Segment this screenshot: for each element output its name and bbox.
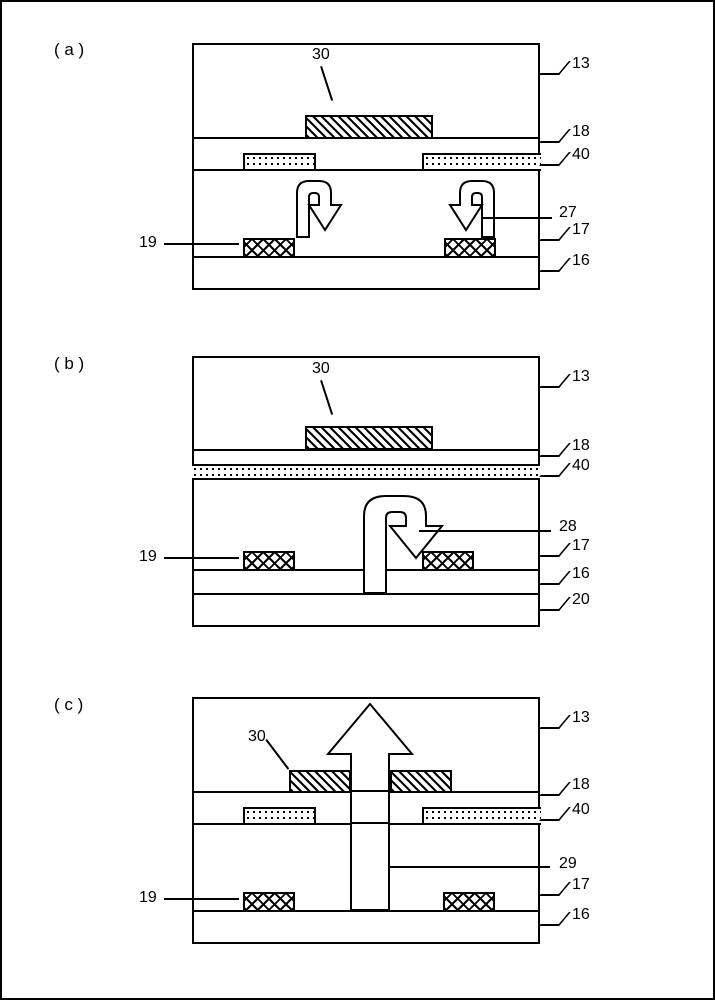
tick-17-c [539, 882, 571, 896]
label-20-b: 20 [572, 591, 590, 609]
label-28-b: 28 [559, 518, 577, 536]
tick-16-c [539, 912, 571, 926]
leader-19-a [164, 243, 239, 245]
panel-a [192, 43, 540, 290]
label-40-c: 40 [572, 801, 590, 819]
tick-18-b [539, 443, 571, 457]
tick-40-a [539, 152, 571, 166]
label-17-c: 17 [572, 876, 590, 894]
label-19-b: 19 [139, 548, 157, 566]
label-17-a: 17 [572, 221, 590, 239]
tick-16-a [539, 258, 571, 272]
label-13-b: 13 [572, 368, 590, 386]
label-18-b: 18 [572, 437, 590, 455]
label-29-c: 29 [559, 855, 577, 873]
arrow-b [194, 358, 538, 625]
subfig-label-a: ( a ) [54, 40, 84, 60]
label-30-c: 30 [248, 728, 266, 746]
panel-b [192, 356, 540, 627]
label-19-a: 19 [139, 234, 157, 252]
label-17-b: 17 [572, 537, 590, 555]
tick-13-b [539, 374, 571, 388]
panel-c [192, 697, 540, 944]
leader-19-c [164, 898, 239, 900]
tick-16-b [539, 571, 571, 585]
tick-17-a [539, 227, 571, 241]
leader-29-c [390, 866, 550, 868]
label-30-b: 30 [312, 360, 330, 378]
subfig-label-c: ( c ) [54, 695, 83, 715]
tick-17-b [539, 543, 571, 557]
label-19-c: 19 [139, 889, 157, 907]
tick-40-b [539, 463, 571, 477]
tick-13-c [539, 715, 571, 729]
leader-28-b [419, 530, 551, 532]
arrows-a [194, 45, 538, 288]
tick-18-c [539, 782, 571, 796]
arrow-c [194, 699, 538, 942]
label-40-b: 40 [572, 457, 590, 475]
label-18-c: 18 [572, 776, 590, 794]
label-30-a: 30 [312, 46, 330, 64]
figure-page: ( a ) 30 13 18 40 27 17 16 19 ( b ) [0, 0, 715, 1000]
leader-19-b [164, 557, 239, 559]
tick-13-a [539, 61, 571, 75]
label-40-a: 40 [572, 146, 590, 164]
label-16-b: 16 [572, 565, 590, 583]
leader-27-a [482, 217, 552, 219]
tick-20-b [539, 597, 571, 611]
label-16-a: 16 [572, 252, 590, 270]
label-27-a: 27 [559, 204, 577, 222]
label-16-c: 16 [572, 906, 590, 924]
subfig-label-b: ( b ) [54, 354, 84, 374]
tick-40-c [539, 807, 571, 821]
label-18-a: 18 [572, 123, 590, 141]
label-13-c: 13 [572, 709, 590, 727]
tick-18-a [539, 129, 571, 143]
label-13-a: 13 [572, 55, 590, 73]
